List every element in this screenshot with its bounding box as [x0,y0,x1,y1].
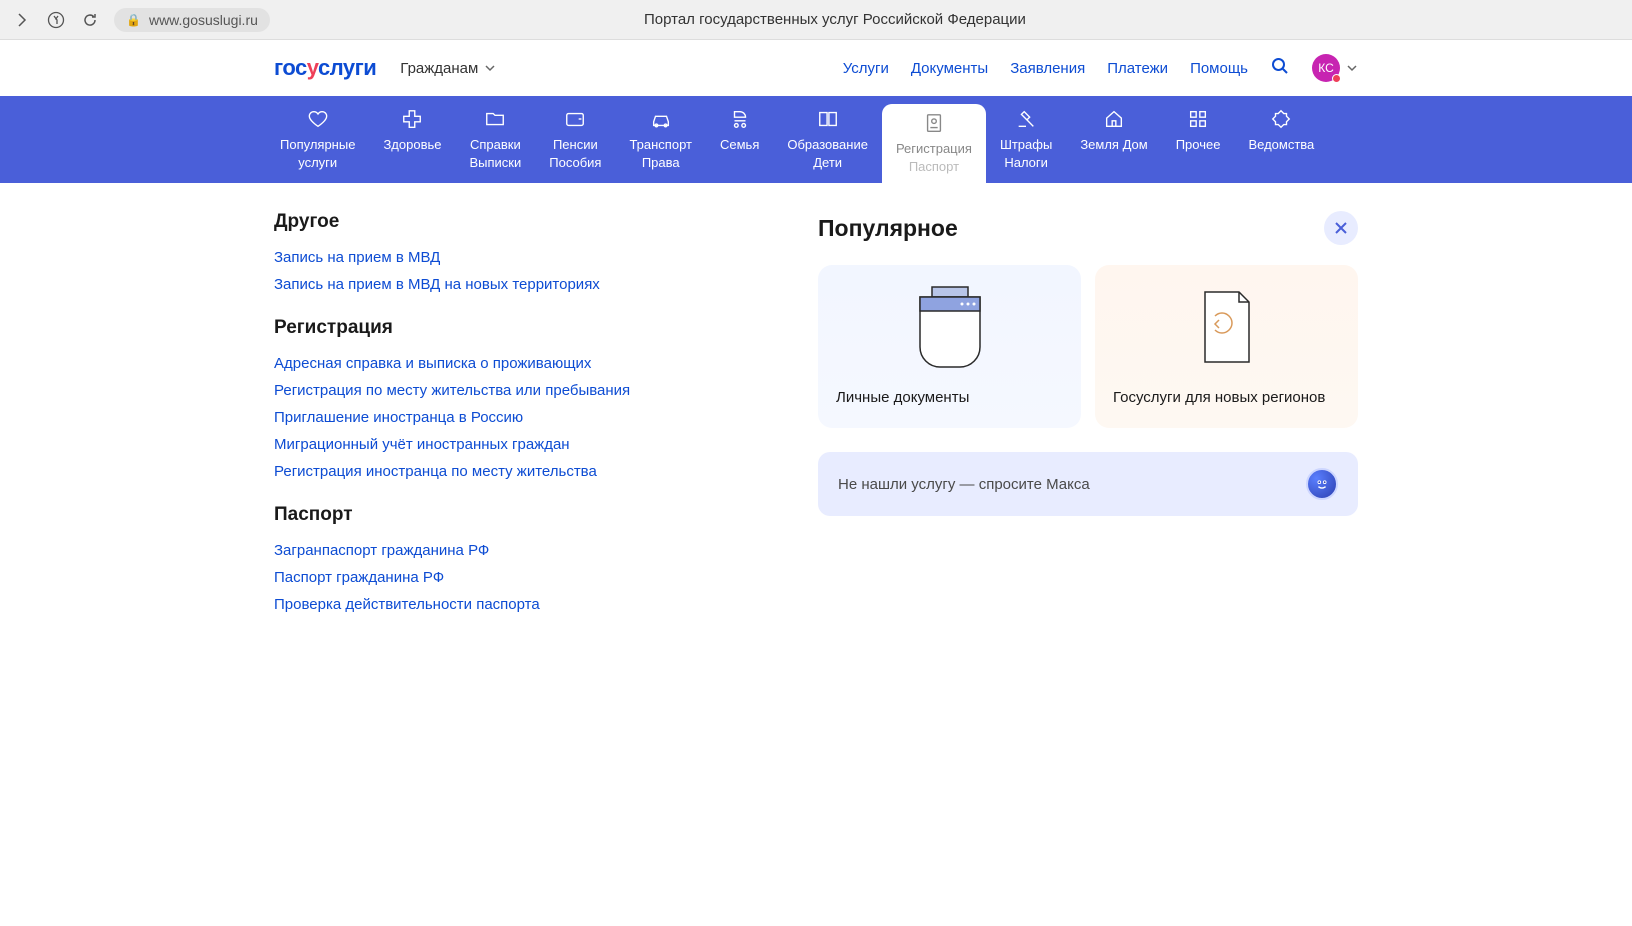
service-link[interactable]: Миграционный учёт иностранных граждан [274,436,778,453]
emblem-icon [1270,108,1292,130]
nav-help[interactable]: Помощь [1190,60,1248,77]
popular-title: Популярное [818,215,958,242]
cat-registration[interactable]: РегистрацияПаспорт [882,104,986,183]
cat-fines[interactable]: ШтрафыНалоги [986,96,1066,183]
audience-selector[interactable]: Гражданам [400,60,496,77]
card-label: Личные документы [836,387,1063,408]
logo[interactable]: госуслуги [274,55,376,81]
cat-popular[interactable]: Популярныеуслуги [266,96,369,183]
car-icon [650,108,672,130]
service-link[interactable]: Адресная справка и выписка о проживающих [274,355,778,372]
top-nav: Услуги Документы Заявления Платежи Помощ… [843,54,1358,82]
cat-certificates[interactable]: СправкиВыписки [455,96,535,183]
gavel-icon [1015,108,1037,130]
max-avatar-icon [1306,468,1338,500]
stroller-icon [729,108,751,130]
avatar: КС [1312,54,1340,82]
max-text: Не нашли услугу — спросите Макса [838,476,1090,493]
service-link[interactable]: Регистрация иностранца по месту жительст… [274,463,778,480]
cat-health[interactable]: Здоровье [369,96,455,183]
cat-land[interactable]: Земля Дом [1066,96,1161,183]
page-title: Портал государственных услуг Российской … [284,11,1386,28]
close-button[interactable] [1324,211,1358,245]
reload-icon[interactable] [80,10,100,30]
service-link[interactable]: Проверка действительности паспорта [274,596,778,613]
service-link[interactable]: Запись на прием в МВД [274,249,778,266]
card-label: Госуслуги для новых регионов [1113,387,1340,408]
nav-applications[interactable]: Заявления [1010,60,1085,77]
health-icon [401,108,423,130]
cat-pension[interactable]: ПенсииПособия [535,96,615,183]
cat-other[interactable]: Прочее [1162,96,1235,183]
folder-icon [484,108,506,130]
main-content: Другое Запись на прием в МВД Запись на п… [266,183,1366,665]
document-icon [1113,283,1340,373]
cat-agencies[interactable]: Ведомства [1234,96,1328,183]
top-header: госуслуги Гражданам Услуги Документы Зая… [266,40,1366,96]
passport-icon [923,112,945,134]
house-icon [1103,108,1125,130]
service-link[interactable]: Приглашение иностранца в Россию [274,409,778,426]
url-bar[interactable]: 🔒 www.gosuslugi.ru [114,8,270,32]
nav-payments[interactable]: Платежи [1107,60,1168,77]
section-passport-title: Паспорт [274,504,778,526]
lock-icon: 🔒 [126,13,141,27]
ask-max-bar[interactable]: Не нашли услугу — спросите Макса [818,452,1358,516]
popular-card-personal-docs[interactable]: Личные документы [818,265,1081,428]
section-registration-title: Регистрация [274,317,778,339]
forward-icon[interactable] [12,10,32,30]
notification-dot [1332,74,1341,83]
service-link[interactable]: Регистрация по месту жительства или преб… [274,382,778,399]
nav-documents[interactable]: Документы [911,60,988,77]
yandex-icon[interactable] [46,10,66,30]
search-icon[interactable] [1270,56,1290,81]
cat-family[interactable]: Семья [706,96,773,183]
service-link[interactable]: Загранпаспорт гражданина РФ [274,542,778,559]
browser-chrome: 🔒 www.gosuslugi.ru Портал государственны… [0,0,1632,40]
service-link[interactable]: Запись на прием в МВД на новых территори… [274,276,778,293]
nav-services[interactable]: Услуги [843,60,889,77]
chevron-down-icon [484,62,496,74]
user-menu[interactable]: КС [1312,54,1358,82]
close-icon [1333,220,1349,236]
heart-icon [307,108,329,130]
services-list: Другое Запись на прием в МВД Запись на п… [274,211,778,637]
grid-icon [1187,108,1209,130]
popular-panel: Популярное Личные документы Госуслуги дл… [818,211,1358,637]
wallet-icon [564,108,586,130]
category-bar: Популярныеуслуги Здоровье СправкиВыписки… [0,96,1632,183]
popular-card-new-regions[interactable]: Госуслуги для новых регионов [1095,265,1358,428]
section-other-title: Другое [274,211,778,233]
chevron-down-icon [1346,62,1358,74]
url-text: www.gosuslugi.ru [149,12,258,28]
cat-transport[interactable]: ТранспортПрава [615,96,706,183]
pocket-icon [836,283,1063,373]
service-link[interactable]: Паспорт гражданина РФ [274,569,778,586]
book-icon [817,108,839,130]
cat-education[interactable]: ОбразованиеДети [773,96,882,183]
